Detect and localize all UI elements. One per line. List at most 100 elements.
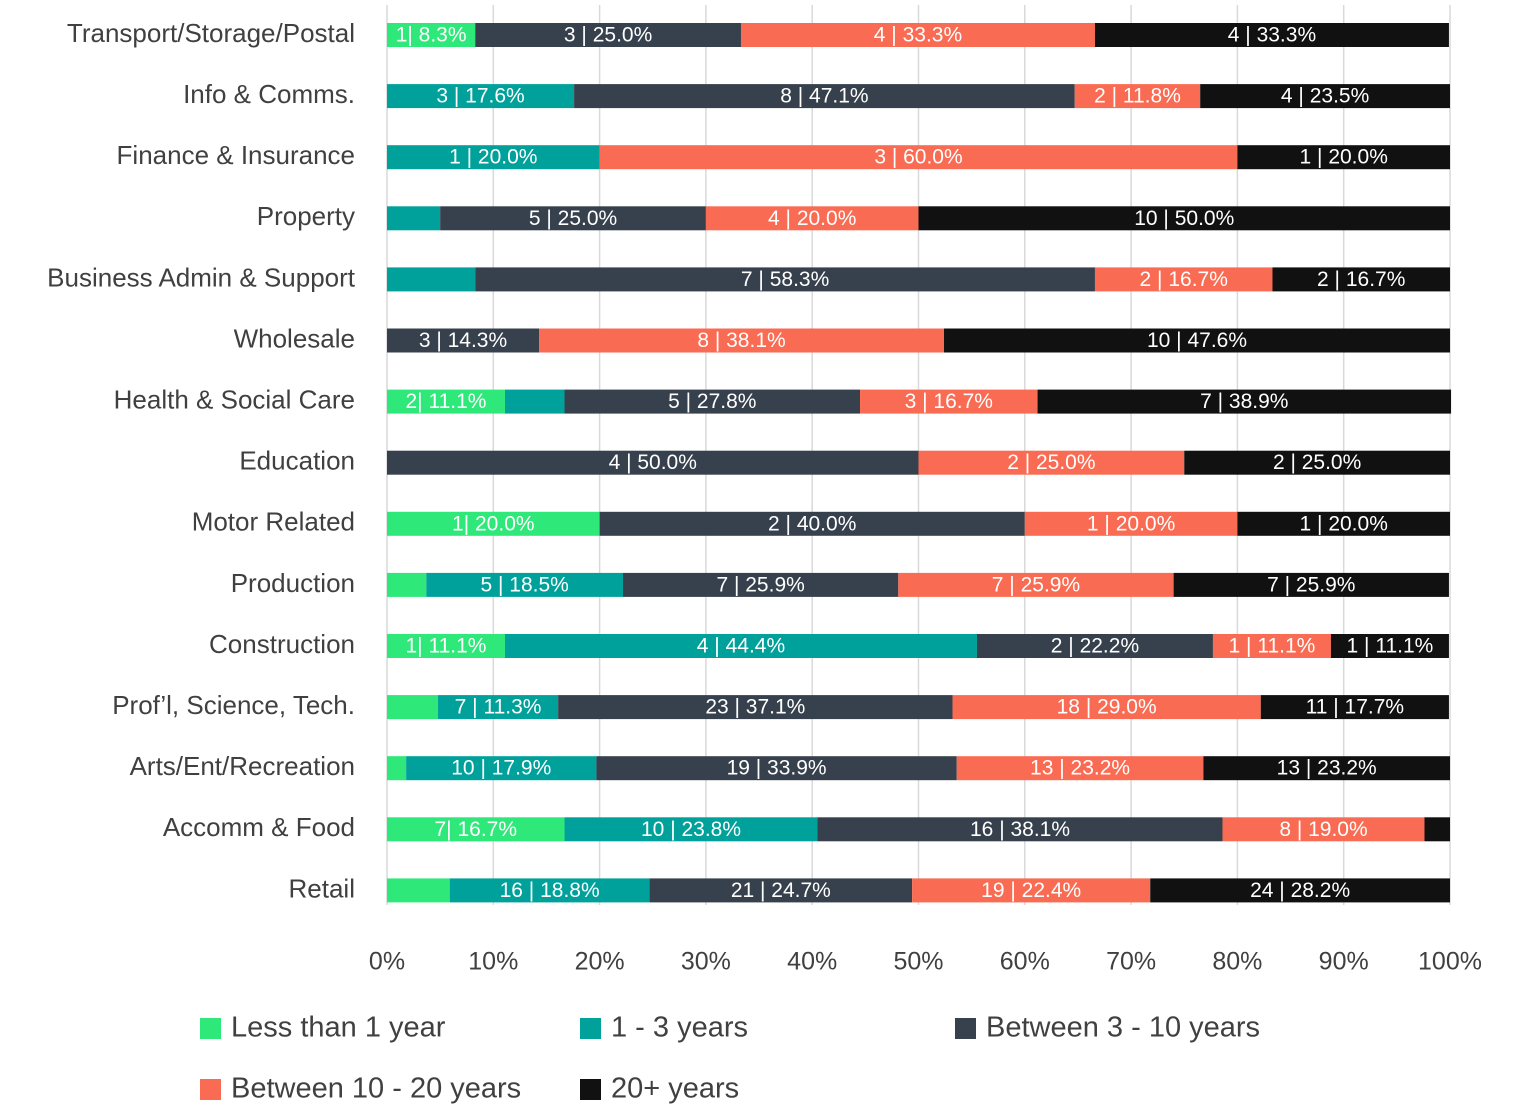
x-tick-label: 100% [1418,948,1482,976]
bar-segment [1237,511,1450,536]
bar-segment [976,634,1213,658]
data-label: 5 | 25.0% [529,207,617,230]
bar-segment [387,817,565,842]
bar-segment [387,267,476,292]
y-tick-label: Accomm & Food [163,812,355,842]
data-label: 7 | 25.9% [992,573,1080,596]
bar-segment [558,695,953,720]
bar-segment [387,450,919,475]
bar-segment [387,878,450,903]
data-label: 2 | 16.7% [1140,268,1228,291]
data-label: 24 | 28.2% [1250,879,1350,902]
y-tick-label: Property [257,201,355,231]
bar-segment [1074,84,1201,109]
data-label: 7 | 58.3% [741,268,829,291]
bar-segment [475,23,741,47]
bar-segment [1260,695,1449,720]
bar-segment [918,206,1450,231]
data-label: 1 | 20.0% [1300,146,1388,169]
data-label: 13 | 23.2% [1030,757,1130,780]
y-tick-label: Motor Related [192,507,355,537]
x-tick-label: 20% [575,948,625,976]
bar-segment [504,389,565,414]
data-label: 3 | 14.3% [419,329,507,352]
data-label: 1| 11.1% [406,635,487,658]
bar-segment [817,817,1223,842]
bar-segment [574,84,1075,109]
bar-segment [387,328,540,353]
bar-segment [387,206,441,231]
bar-segment [1094,267,1273,292]
data-label: 1 | 20.0% [1087,512,1175,535]
x-tick-label: 90% [1319,948,1369,976]
data-label: 5 | 27.8% [668,390,756,413]
data-label: 4 | 50.0% [609,451,697,474]
data-label: 7 | 38.9% [1200,390,1288,413]
y-tick-label: Finance & Insurance [117,140,355,170]
bar-segment [1024,511,1238,536]
y-tick-label: Education [239,446,355,476]
bar-segment [1184,450,1450,475]
bar-segment [956,756,1204,781]
bar-segment [387,695,439,720]
bar-segment [387,511,600,536]
bar-segment [387,634,505,658]
data-label: 2 | 22.2% [1051,635,1139,658]
y-tick-label: Info & Comms. [183,79,355,109]
data-label: 2 | 16.7% [1317,268,1405,291]
legend-swatch [580,1079,601,1100]
bar-segment [387,23,476,47]
x-tick-label: 30% [681,948,731,976]
bar-segment [622,572,899,597]
data-label: 3 | 60.0% [874,146,962,169]
y-tick-label: Health & Social Care [114,384,355,414]
bar-segment [944,328,1450,353]
data-label: 8 | 38.1% [697,329,785,352]
data-label: 2 | 25.0% [1273,451,1361,474]
bar-segment [918,450,1185,475]
legend-label: 1 - 3 years [611,1012,748,1044]
bar-segment [387,572,427,597]
bar-segment [1094,23,1449,47]
bar-segment [449,878,650,903]
data-label: 4 | 23.5% [1281,85,1369,108]
data-label: 3 | 16.7% [905,390,993,413]
x-tick-label: 70% [1106,948,1156,976]
bar-segment [564,389,861,414]
bar-segment [1173,572,1449,597]
bar-segment [649,878,913,903]
bar-segment [1212,634,1331,658]
bar-segment [406,756,597,781]
x-tick-label: 50% [893,948,943,976]
x-tick-label: 10% [468,948,518,976]
data-label: 16 | 38.1% [970,818,1070,841]
data-label: 19 | 33.9% [727,757,827,780]
data-label: 10 | 47.6% [1147,329,1247,352]
data-label: 10 | 23.8% [641,818,741,841]
legend-label: Between 10 - 20 years [231,1073,521,1105]
data-label: 1 | 20.0% [1300,512,1388,535]
y-tick-label: Prof’l, Science, Tech. [112,690,355,720]
data-label: 19 | 22.4% [981,879,1081,902]
data-label: 1| 8.3% [396,24,467,47]
bar-segment [1203,756,1450,781]
data-label: 7 | 25.9% [716,573,804,596]
bar-segment [475,267,1095,292]
data-label: 10 | 50.0% [1134,207,1234,230]
x-tick-label: 0% [369,948,405,976]
data-label: 1 | 11.1% [1229,635,1316,658]
data-label: 16 | 18.8% [500,879,600,902]
legend-swatch [200,1018,221,1039]
bar-segment [705,206,919,231]
data-label: 3 | 25.0% [564,24,652,47]
data-label: 2 | 11.8% [1094,85,1181,108]
legend-swatch [580,1018,601,1039]
bar-segment [1150,878,1450,903]
bar-segment [898,572,1174,597]
data-label: 4 | 33.3% [1228,24,1316,47]
data-label: 11 | 17.7% [1306,696,1404,719]
bar-segment [387,84,575,109]
x-tick-label: 60% [1000,948,1050,976]
x-tick-label: 40% [787,948,837,976]
